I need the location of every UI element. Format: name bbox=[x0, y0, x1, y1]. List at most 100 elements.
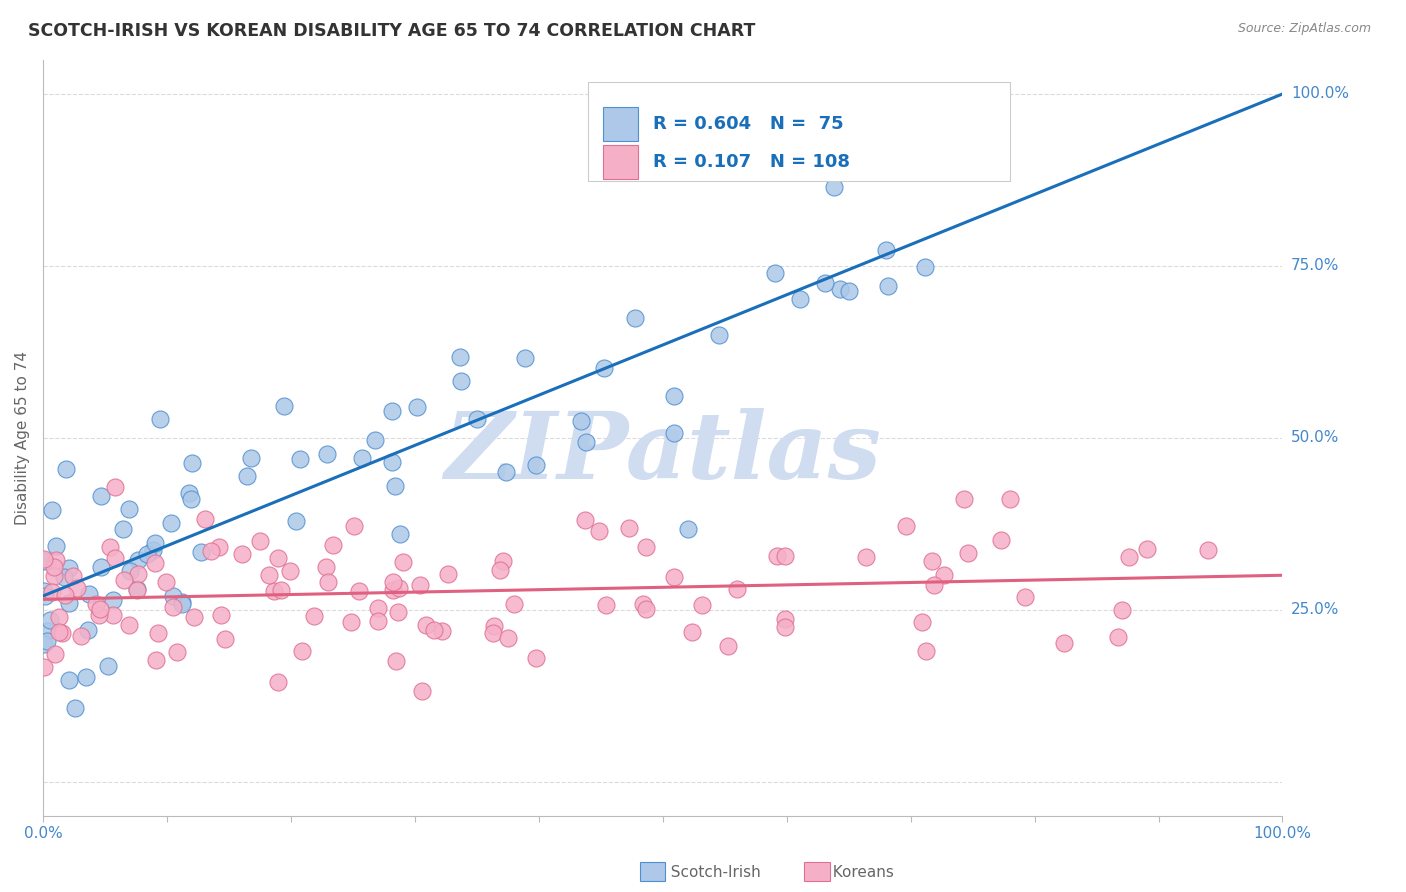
FancyBboxPatch shape bbox=[589, 82, 1010, 180]
Point bbox=[257, 567, 280, 582]
Point bbox=[681, 625, 703, 640]
FancyBboxPatch shape bbox=[603, 145, 638, 178]
Point bbox=[482, 618, 505, 632]
Point bbox=[495, 465, 517, 479]
Point bbox=[155, 575, 177, 590]
Point bbox=[45, 553, 67, 567]
Point bbox=[385, 654, 408, 668]
Point bbox=[922, 577, 945, 591]
Point bbox=[1053, 636, 1076, 650]
Point bbox=[58, 561, 80, 575]
Point bbox=[179, 485, 201, 500]
Point bbox=[392, 556, 415, 570]
Point bbox=[915, 643, 938, 657]
Point bbox=[766, 549, 789, 563]
Point bbox=[172, 597, 194, 611]
Point bbox=[364, 433, 387, 447]
Point bbox=[89, 602, 111, 616]
Point bbox=[104, 480, 127, 494]
Point bbox=[595, 598, 617, 612]
Point bbox=[236, 469, 259, 483]
Point bbox=[209, 607, 232, 622]
Point bbox=[717, 639, 740, 653]
Point bbox=[347, 584, 370, 599]
Point bbox=[62, 569, 84, 583]
Point bbox=[291, 644, 314, 658]
Point bbox=[1014, 591, 1036, 605]
Point bbox=[34, 589, 56, 603]
Text: 75.0%: 75.0% bbox=[1291, 259, 1339, 273]
Point bbox=[830, 282, 852, 296]
Point bbox=[142, 542, 165, 557]
Point bbox=[181, 456, 204, 470]
Point bbox=[75, 670, 97, 684]
Point bbox=[524, 458, 547, 472]
Point bbox=[465, 412, 488, 426]
Text: SCOTCH-IRISH VS KOREAN DISABILITY AGE 65 TO 74 CORRELATION CHART: SCOTCH-IRISH VS KOREAN DISABILITY AGE 65… bbox=[28, 22, 755, 40]
Point bbox=[84, 597, 107, 611]
Point bbox=[53, 589, 76, 603]
Point bbox=[125, 583, 148, 598]
Point bbox=[664, 570, 686, 584]
Point bbox=[34, 659, 56, 673]
FancyBboxPatch shape bbox=[603, 107, 638, 141]
Point bbox=[593, 360, 616, 375]
Point bbox=[97, 658, 120, 673]
Point bbox=[127, 567, 149, 582]
Point bbox=[1118, 550, 1140, 565]
Point bbox=[315, 559, 337, 574]
Point bbox=[162, 600, 184, 615]
Point bbox=[1107, 630, 1129, 644]
Point bbox=[45, 539, 67, 553]
Point bbox=[302, 609, 325, 624]
Point bbox=[388, 581, 411, 595]
Point bbox=[1000, 491, 1022, 506]
Point bbox=[411, 683, 433, 698]
Text: Koreans: Koreans bbox=[823, 865, 893, 880]
Point bbox=[911, 615, 934, 629]
Point bbox=[515, 351, 537, 365]
Point bbox=[389, 526, 412, 541]
Point bbox=[125, 582, 148, 596]
Point bbox=[481, 626, 503, 640]
Point bbox=[489, 563, 512, 577]
Point bbox=[636, 540, 658, 554]
Point bbox=[775, 549, 797, 563]
Point bbox=[624, 310, 647, 325]
Point bbox=[101, 607, 124, 622]
Point bbox=[63, 701, 86, 715]
Point bbox=[146, 626, 169, 640]
Text: R = 0.604   N =  75: R = 0.604 N = 75 bbox=[652, 115, 844, 133]
Point bbox=[288, 452, 311, 467]
Point bbox=[100, 541, 122, 555]
Point bbox=[631, 597, 654, 611]
Point bbox=[315, 447, 337, 461]
Point bbox=[231, 547, 253, 561]
Point bbox=[409, 578, 432, 592]
Point bbox=[450, 374, 472, 388]
Point bbox=[340, 615, 363, 629]
Point bbox=[143, 536, 166, 550]
Point bbox=[496, 631, 519, 645]
Point bbox=[240, 450, 263, 465]
Point bbox=[381, 403, 404, 417]
Point bbox=[118, 501, 141, 516]
Point bbox=[381, 455, 404, 469]
Point bbox=[894, 519, 917, 533]
Point bbox=[53, 570, 76, 584]
Point bbox=[66, 581, 89, 595]
Point bbox=[692, 598, 714, 612]
Point bbox=[77, 623, 100, 637]
Point bbox=[574, 513, 596, 527]
Point bbox=[104, 551, 127, 566]
Point bbox=[111, 522, 134, 536]
Point bbox=[491, 554, 513, 568]
Point bbox=[636, 601, 658, 615]
Point bbox=[1135, 542, 1157, 557]
Point bbox=[266, 675, 288, 690]
Point bbox=[51, 625, 73, 640]
Text: 25.0%: 25.0% bbox=[1291, 602, 1339, 617]
Point bbox=[48, 609, 70, 624]
Point bbox=[55, 462, 77, 476]
Point bbox=[990, 533, 1012, 547]
